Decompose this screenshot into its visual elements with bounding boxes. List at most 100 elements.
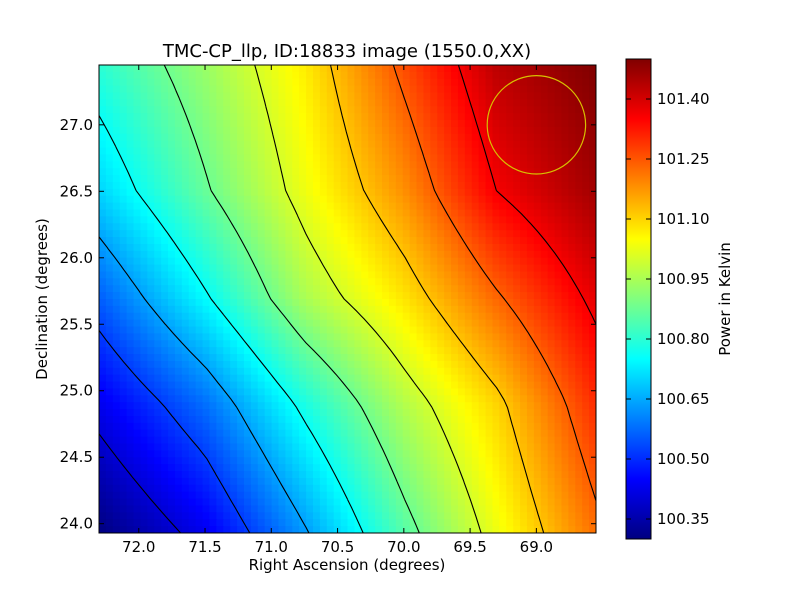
heatmap-cell [347, 126, 355, 135]
heatmap-cell [119, 285, 128, 293]
heatmap-cell [230, 471, 238, 479]
heatmap-cell [257, 175, 266, 183]
heatmap-cell [237, 305, 245, 314]
heatmap-cell [333, 264, 342, 273]
heatmap-cell [561, 65, 569, 73]
heatmap-cell [471, 374, 480, 383]
heatmap-cell [464, 126, 473, 135]
heatmap-cell [520, 78, 528, 87]
heatmap-cell [112, 299, 121, 307]
heatmap-cell [326, 464, 335, 472]
heatmap-cell [278, 450, 286, 458]
heatmap-cell [216, 250, 224, 259]
heatmap-cell [533, 292, 542, 300]
heatmap-cell [375, 133, 383, 142]
heatmap-cell [430, 491, 438, 500]
heatmap-cell [402, 92, 411, 101]
heatmap-cell [326, 71, 335, 80]
colorbar-frame [625, 58, 652, 540]
heatmap-cell [326, 257, 335, 266]
heatmap-cell [347, 133, 355, 142]
heatmap-cell [416, 271, 425, 279]
heatmap-cell [589, 216, 596, 224]
heatmap-cell [292, 292, 300, 300]
heatmap-cell [437, 471, 445, 479]
heatmap-cell [554, 409, 563, 417]
heatmap-cell [223, 65, 231, 73]
heatmap-cell [319, 209, 328, 218]
heatmap-cell [126, 498, 135, 507]
heatmap-cell [568, 477, 576, 486]
heatmap-cell [416, 443, 425, 452]
heatmap-cell [361, 436, 369, 445]
heatmap-cell [375, 113, 383, 121]
heatmap-cell [402, 216, 411, 224]
heatmap-cell [402, 491, 411, 500]
heatmap-cell [361, 161, 369, 169]
heatmap-cell [382, 71, 390, 80]
heatmap-cell [444, 250, 452, 259]
heatmap-cell [554, 292, 563, 300]
heatmap-cell [333, 230, 342, 238]
heatmap-cell [547, 464, 556, 472]
heatmap-cell [540, 140, 549, 149]
heatmap-cell [533, 216, 542, 224]
heatmap-cell [140, 450, 148, 458]
heatmap-cell [457, 498, 466, 507]
heatmap-cell [513, 257, 521, 266]
heatmap-cell [492, 484, 500, 493]
heatmap-cell [526, 257, 535, 266]
heatmap-cell [209, 464, 217, 472]
heatmap-cell [575, 113, 583, 121]
heatmap-cell [174, 374, 183, 383]
heatmap-cell [292, 443, 300, 452]
heatmap-cell [520, 278, 528, 286]
heatmap-cell [174, 319, 183, 328]
heatmap-cell [437, 326, 445, 335]
heatmap-cell [333, 202, 342, 211]
heatmap-cell [444, 347, 452, 355]
heatmap-cell [402, 450, 411, 458]
heatmap-cell [188, 126, 197, 135]
heatmap-cell [161, 195, 169, 204]
heatmap-cell [154, 422, 162, 431]
heatmap-cell [457, 223, 466, 231]
heatmap-cell [195, 264, 204, 273]
heatmap-cell [388, 471, 397, 479]
heatmap-cell [540, 299, 549, 307]
heatmap-cell [492, 188, 500, 197]
heatmap-cell [181, 422, 190, 431]
heatmap-cell [526, 319, 535, 328]
heatmap-cell [388, 360, 397, 369]
heatmap-cell [430, 65, 438, 73]
heatmap-cell [306, 243, 314, 252]
heatmap-cell [402, 457, 411, 465]
heatmap-cell [264, 99, 273, 107]
heatmap-cell [561, 182, 569, 190]
heatmap-cell [112, 99, 121, 107]
heatmap-cell [540, 278, 549, 286]
heatmap-cell [540, 85, 549, 94]
heatmap-cell [589, 347, 596, 355]
heatmap-cell [368, 464, 376, 472]
colorbar-tick-label: 100.80 [657, 330, 710, 348]
heatmap-cell [478, 71, 487, 80]
heatmap-cell [195, 65, 204, 73]
heatmap-cell [299, 443, 307, 452]
heatmap-cell [319, 299, 328, 307]
heatmap-cell [119, 305, 128, 314]
heatmap-cell [568, 78, 576, 87]
heatmap-cell [292, 126, 300, 135]
heatmap-cell [540, 161, 549, 169]
heatmap-cell [375, 505, 383, 513]
heatmap-cell [299, 78, 307, 87]
x-tick-label: 69.5 [453, 538, 486, 556]
heatmap-cell [202, 326, 211, 335]
heatmap-cell [230, 457, 238, 465]
heatmap-cell [278, 161, 286, 169]
heatmap-cell [271, 209, 280, 218]
heatmap-cell [354, 126, 362, 135]
heatmap-cell [437, 188, 445, 197]
heatmap-cell [526, 216, 535, 224]
heatmap-cell [471, 182, 480, 190]
